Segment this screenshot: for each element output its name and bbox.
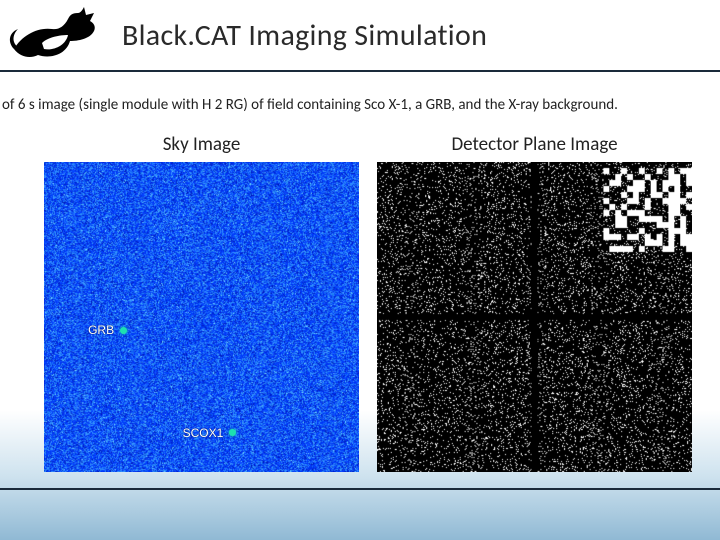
caption-text: of 6 s image (single module with H 2 RG)…	[0, 96, 720, 114]
slide: Black.CAT Imaging Simulation of 6 s imag…	[0, 0, 720, 540]
sky-panel-title: Sky Image	[44, 128, 359, 162]
sky-source-label: SCOX1	[183, 426, 237, 440]
sky-image: GRB SCOX1	[44, 162, 359, 472]
detector-panel: Detector Plane Image	[377, 128, 692, 472]
detector-image	[377, 162, 692, 472]
header: Black.CAT Imaging Simulation	[0, 0, 720, 72]
source-marker-icon	[120, 327, 127, 334]
panel-row: Sky Image GRB SCOX1 Detector Plane Image	[0, 128, 720, 472]
detector-panel-title: Detector Plane Image	[377, 128, 692, 162]
source-text: GRB	[88, 323, 114, 337]
page-title: Black.CAT Imaging Simulation	[122, 17, 487, 54]
footer-divider	[0, 488, 720, 490]
sky-source-label: GRB	[88, 323, 127, 337]
source-marker-icon	[229, 429, 236, 436]
blackcat-logo	[8, 5, 104, 65]
source-text: SCOX1	[183, 426, 224, 440]
sky-panel: Sky Image GRB SCOX1	[44, 128, 359, 472]
